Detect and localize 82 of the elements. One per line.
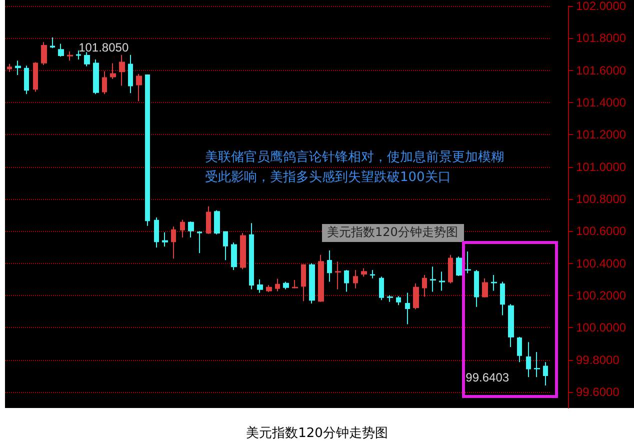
candlestick: [422, 274, 427, 298]
candlestick: [430, 266, 436, 292]
y-tick-label: 100.4000: [576, 256, 626, 270]
candlestick: [257, 278, 263, 294]
candlestick: [474, 270, 479, 308]
annotation: 101.8050: [78, 40, 129, 54]
candlestick: [482, 278, 488, 298]
candlestick: [543, 362, 548, 386]
candlestick: [500, 281, 505, 316]
candlestick: [223, 231, 228, 261]
candlestick: [266, 284, 272, 293]
candlestick: [370, 270, 375, 279]
candlestick: [102, 70, 107, 95]
candlestick: [84, 52, 90, 67]
candlestick: [180, 219, 185, 238]
y-tick-label: 101.0000: [576, 160, 626, 174]
candlestick: [491, 274, 497, 292]
y-tick-label: 101.2000: [576, 128, 626, 142]
candlestick: [7, 63, 12, 72]
y-tick-label: 101.8000: [576, 31, 626, 46]
candlestick: [206, 206, 211, 234]
y-tick-label: 101.6000: [576, 63, 626, 78]
candlestick: [396, 296, 401, 306]
candlestick: [526, 342, 531, 378]
candlestick: [292, 280, 298, 289]
candlestick: [58, 43, 64, 58]
candlestick: [240, 232, 246, 270]
y-tick-label: 100.0000: [576, 320, 626, 335]
candlestick: [405, 292, 410, 325]
candlestick: [283, 281, 289, 290]
candlestick: [33, 62, 38, 92]
y-tick-label: 100.6000: [576, 224, 626, 238]
annotation: 99.6403: [466, 370, 510, 384]
candlestick: [344, 270, 349, 292]
candlestick: [534, 352, 540, 378]
candlestick: [309, 262, 315, 304]
candlestick: [119, 54, 125, 86]
candlestick: [327, 250, 332, 282]
candlestick: [128, 54, 133, 94]
candlestick: [24, 65, 29, 95]
candlestick: [318, 254, 324, 302]
candlestick: [413, 282, 419, 310]
candlestick: [517, 336, 522, 363]
candlestick: [67, 51, 73, 62]
candlestick: [508, 304, 514, 348]
candlestick: [93, 59, 99, 95]
candlestick: [214, 210, 220, 235]
candlestick: [15, 60, 21, 76]
candlestick: [188, 220, 194, 238]
candlestick: [456, 256, 462, 276]
y-tick-label: 102.0000: [576, 0, 626, 13]
candlestick: [110, 62, 116, 80]
candlestick: [136, 74, 142, 102]
candlestick: [275, 278, 280, 292]
candlestick: [301, 264, 306, 302]
candlestick: [50, 36, 55, 49]
candlestick: [353, 270, 358, 289]
candlestick: [76, 50, 81, 60]
candlestick: [154, 216, 159, 248]
candlestick: [335, 261, 341, 290]
annotation: 美联储官员鹰鸽言论针锋相对，使加息前景更加模糊: [205, 149, 504, 165]
y-tick-label: 101.4000: [576, 95, 626, 110]
candlestick: [197, 230, 202, 254]
y-tick-label: 99.6000: [576, 384, 620, 399]
candlestick: [379, 276, 384, 301]
candlestick: [465, 251, 471, 274]
candlestick: [145, 74, 150, 226]
candlestick: [387, 294, 393, 302]
y-tick-label: 100.2000: [576, 288, 626, 302]
candlestick: [439, 271, 445, 292]
y-tick-label: 100.8000: [576, 192, 626, 206]
candlestick: [171, 226, 176, 260]
candlestick: [249, 222, 254, 290]
candlestick: [41, 42, 47, 66]
candlestick: [361, 268, 367, 278]
candlestick: [448, 254, 453, 284]
y-tick-label: 99.8000: [576, 352, 620, 367]
candlestick: [231, 242, 237, 271]
annotation: 受此影响，美指多头感到失望跌破100关口: [205, 169, 451, 185]
candlestick: [162, 232, 168, 248]
text: 美元指数120分钟走势图: [246, 425, 388, 441]
annotation: 美元指数120分钟走势图: [327, 225, 458, 239]
